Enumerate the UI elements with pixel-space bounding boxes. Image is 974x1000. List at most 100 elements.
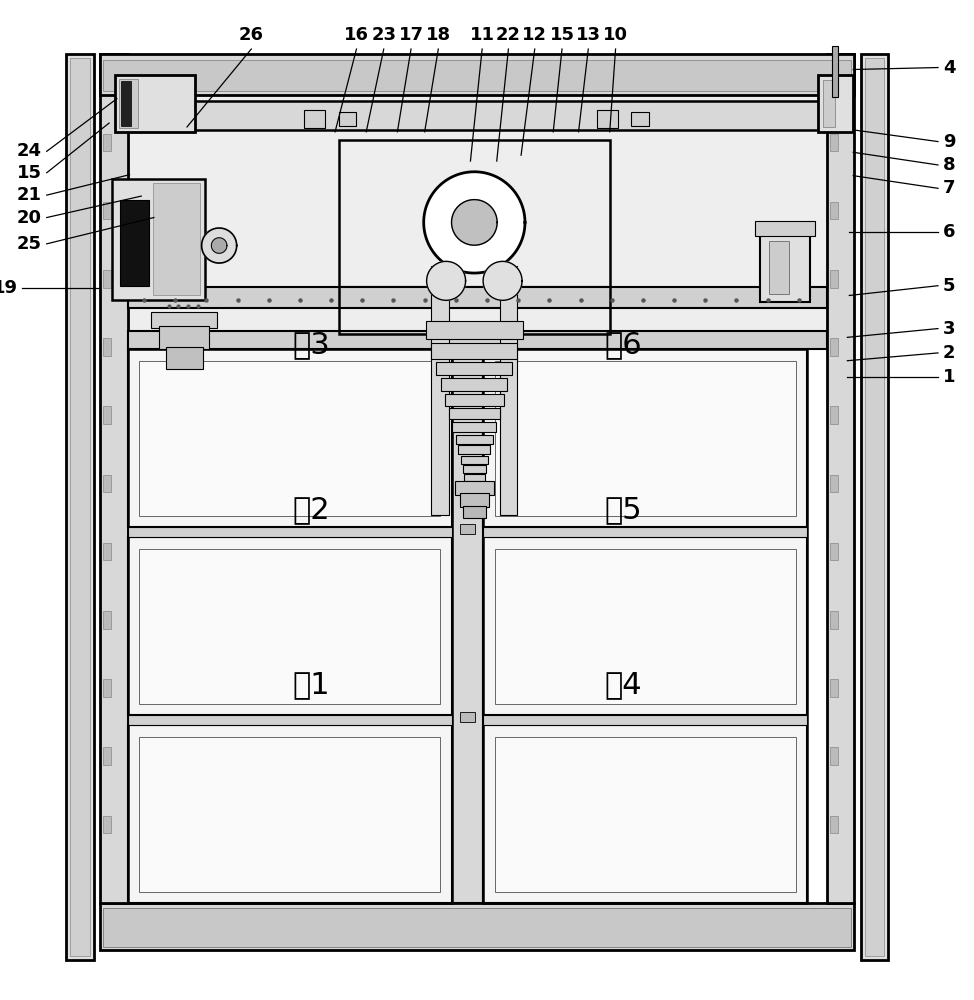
Text: 槽4: 槽4 <box>605 671 642 700</box>
Bar <box>100 54 128 903</box>
Polygon shape <box>452 200 497 245</box>
Bar <box>760 234 810 302</box>
Text: 26: 26 <box>239 26 264 44</box>
Bar <box>461 456 488 464</box>
Bar <box>452 329 483 903</box>
Text: 11: 11 <box>469 26 495 44</box>
Text: 17: 17 <box>398 26 424 44</box>
Bar <box>463 465 486 473</box>
Bar <box>103 475 111 492</box>
Bar <box>128 537 452 715</box>
Text: 2: 2 <box>943 344 955 362</box>
Text: 18: 18 <box>426 26 451 44</box>
Bar <box>832 46 838 97</box>
Polygon shape <box>424 172 525 273</box>
Text: 4: 4 <box>943 59 955 77</box>
Bar <box>103 60 851 91</box>
Bar <box>830 747 838 765</box>
Bar <box>66 54 94 960</box>
Bar <box>459 445 491 454</box>
Bar <box>103 543 111 560</box>
Bar <box>100 903 854 950</box>
Bar <box>631 112 649 126</box>
Text: 25: 25 <box>17 235 42 253</box>
Polygon shape <box>211 238 227 253</box>
Bar <box>103 679 111 697</box>
Bar <box>865 58 884 956</box>
Bar <box>449 408 500 419</box>
Bar <box>436 362 512 375</box>
Bar <box>128 93 827 349</box>
Text: 13: 13 <box>576 26 601 44</box>
Bar <box>103 816 111 833</box>
Text: 24: 24 <box>17 142 42 160</box>
Bar <box>426 321 523 339</box>
Bar <box>827 54 854 903</box>
Bar <box>103 747 111 765</box>
Polygon shape <box>202 228 237 263</box>
Text: 10: 10 <box>603 26 628 44</box>
Bar <box>121 81 131 126</box>
Bar <box>830 543 838 560</box>
Bar <box>483 537 807 715</box>
Bar <box>830 679 838 697</box>
Text: 15: 15 <box>549 26 575 44</box>
Bar <box>483 349 807 527</box>
Bar <box>769 241 789 294</box>
Bar <box>100 54 854 95</box>
Bar <box>456 435 493 444</box>
Bar <box>139 549 440 704</box>
Bar <box>153 183 200 295</box>
Bar <box>597 110 618 128</box>
Text: 16: 16 <box>344 26 369 44</box>
Bar <box>861 54 888 960</box>
Bar <box>103 406 111 424</box>
Bar <box>441 378 507 391</box>
Bar <box>830 611 838 629</box>
Bar <box>115 75 195 132</box>
Text: 6: 6 <box>943 223 955 241</box>
Text: 1: 1 <box>943 368 955 386</box>
Bar <box>103 908 851 947</box>
Bar <box>103 134 111 151</box>
Bar <box>128 527 452 537</box>
Bar <box>452 422 496 432</box>
Bar <box>455 481 494 495</box>
Bar <box>483 349 807 903</box>
Bar <box>460 524 475 534</box>
Bar <box>483 715 807 725</box>
Text: 槽5: 槽5 <box>605 495 642 524</box>
Text: 20: 20 <box>17 209 42 227</box>
Bar <box>465 474 485 481</box>
Bar <box>103 202 111 219</box>
Bar <box>103 270 111 288</box>
Bar <box>70 58 90 956</box>
Bar <box>818 75 853 132</box>
Bar <box>495 361 796 516</box>
Bar <box>500 266 517 515</box>
Bar <box>166 347 203 369</box>
Text: 8: 8 <box>943 156 955 174</box>
Text: 槽2: 槽2 <box>293 495 330 524</box>
Bar <box>483 725 807 903</box>
Bar <box>304 110 325 128</box>
Text: 21: 21 <box>17 186 42 204</box>
Polygon shape <box>427 261 466 300</box>
Bar <box>151 312 217 328</box>
Bar <box>112 179 205 300</box>
Bar <box>431 266 449 515</box>
Bar <box>128 287 827 308</box>
Bar <box>139 361 440 516</box>
Bar <box>159 326 209 349</box>
Bar <box>119 79 138 128</box>
Bar <box>128 349 452 527</box>
Text: 槽6: 槽6 <box>605 330 642 359</box>
Bar <box>830 816 838 833</box>
Bar <box>445 394 504 406</box>
Text: 23: 23 <box>371 26 396 44</box>
Bar <box>830 202 838 219</box>
Text: 槽3: 槽3 <box>293 330 330 359</box>
Bar <box>830 270 838 288</box>
Bar <box>128 715 452 725</box>
Bar <box>830 406 838 424</box>
